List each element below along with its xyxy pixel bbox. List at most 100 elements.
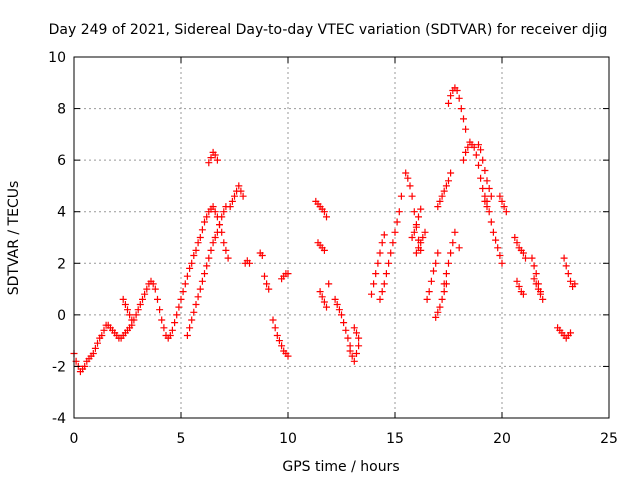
data-point: [284, 352, 292, 360]
data-point: [239, 192, 247, 200]
data-point: [173, 311, 181, 319]
data-point: [222, 246, 230, 254]
data-point: [278, 342, 286, 350]
data-point: [477, 146, 485, 154]
data-point: [393, 218, 401, 226]
data-point: [438, 295, 446, 303]
data-point: [211, 234, 219, 241]
data-point: [417, 239, 425, 247]
data-point: [190, 308, 198, 316]
data-point: [562, 262, 570, 270]
data-point: [430, 267, 437, 275]
data-point: [408, 192, 416, 200]
data-point: [387, 249, 395, 257]
data-point: [376, 295, 384, 303]
data-point: [211, 151, 219, 159]
data-point: [449, 239, 457, 247]
x-tick-label: 10: [279, 431, 297, 447]
data-point: [134, 306, 142, 314]
data-point: [350, 324, 358, 332]
data-point: [81, 362, 89, 370]
data-point: [472, 151, 480, 159]
data-point: [154, 295, 161, 303]
data-point: [318, 293, 326, 301]
data-point: [269, 316, 277, 324]
axis-ticks: 0 5 10 15 20 25 -4 -2 0 2 4 6 8 10: [48, 50, 618, 447]
data-point: [408, 234, 416, 241]
plot-frame: [73, 56, 610, 419]
data-point: [539, 295, 547, 303]
y-tick-label: 10: [48, 50, 66, 66]
data-point: [158, 316, 166, 324]
data-point: [171, 319, 179, 327]
data-point: [436, 303, 444, 311]
data-point: [395, 208, 403, 216]
data-point: [372, 270, 380, 278]
data-point: [479, 156, 487, 164]
data-point: [423, 295, 431, 303]
data-point: [421, 228, 429, 236]
data-point: [121, 301, 129, 308]
data-point: [209, 239, 217, 247]
data-point: [284, 270, 292, 278]
data-point: [530, 275, 538, 283]
data-point: [323, 213, 330, 221]
data-point: [391, 228, 399, 236]
data-point: [380, 280, 388, 288]
data-point: [209, 203, 217, 211]
data-point: [455, 94, 463, 102]
data-point: [231, 192, 238, 200]
data-point: [451, 228, 459, 236]
data-point: [177, 295, 185, 303]
data-point: [368, 290, 375, 298]
data-point: [213, 156, 221, 164]
data-point: [333, 301, 341, 308]
data-point: [489, 228, 497, 236]
data-point: [534, 285, 542, 293]
data-point: [156, 306, 164, 314]
y-tick-label: 0: [57, 308, 66, 324]
data-point: [205, 254, 213, 262]
data-point: [350, 357, 358, 365]
data-point: [455, 244, 463, 252]
data-point: [91, 344, 99, 352]
data-point: [192, 301, 200, 308]
data-point: [100, 326, 108, 334]
data-point: [528, 254, 536, 262]
data-point: [483, 177, 491, 185]
data-point: [342, 326, 350, 334]
data-point: [224, 254, 232, 262]
data-point: [376, 249, 384, 257]
data-point: [479, 185, 487, 192]
y-tick-label: 2: [57, 256, 66, 272]
data-point: [213, 228, 221, 236]
data-point: [385, 259, 393, 267]
data-point: [136, 301, 144, 308]
data-point: [196, 234, 204, 241]
data-point: [425, 288, 433, 296]
data-point: [412, 221, 420, 229]
data-point: [511, 234, 519, 241]
data-point: [128, 316, 136, 324]
data-point: [410, 228, 418, 236]
data-point: [432, 259, 440, 267]
data-point: [485, 208, 493, 216]
data-point: [235, 182, 243, 190]
data-point: [186, 264, 194, 272]
data-point: [194, 239, 202, 247]
data-point: [141, 290, 149, 298]
data-point: [340, 319, 348, 327]
data-point: [487, 192, 495, 200]
data-point: [353, 329, 360, 337]
data-point: [571, 280, 579, 288]
data-point: [316, 288, 324, 296]
data-point: [434, 308, 442, 316]
data-point: [355, 342, 363, 350]
data-point: [477, 174, 485, 182]
data-point: [149, 280, 157, 288]
data-point: [532, 270, 540, 278]
data-point: [89, 350, 97, 357]
data-point: [500, 203, 508, 211]
data-point: [445, 177, 452, 185]
